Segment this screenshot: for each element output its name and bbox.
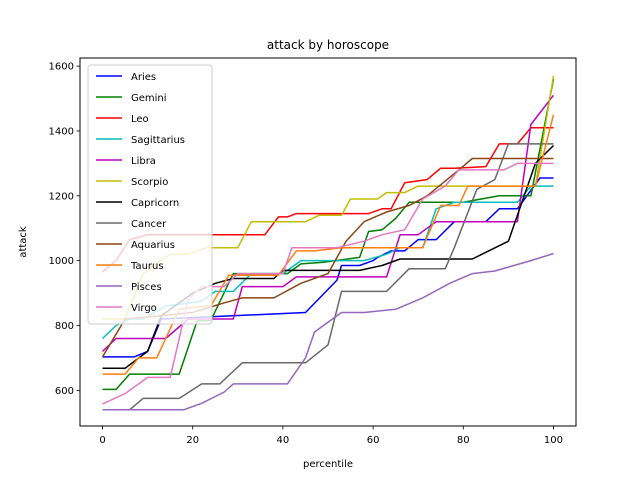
legend-label-taurus: Taurus [130, 261, 164, 272]
legend-label-libra: Libra [131, 156, 156, 167]
legend: Aries Gemini Leo Sagittarius Libra Scorpio Cap… [87, 64, 213, 325]
series-line-taurus [102, 114, 555, 375]
legend-label-scorpio: Scorpio [131, 177, 168, 188]
legend-label-capricorn: Capricorn [131, 198, 179, 209]
axis-ticks: 0 20 40 60 80 100 600 800 1000 1200 1400 1600 [49, 62, 563, 446]
x-tick-label: 0 [99, 435, 105, 446]
legend-label-gemini: Gemini [131, 93, 167, 104]
series-line-pisces [102, 252, 554, 411]
axes-frame [79, 57, 577, 427]
series-line-cancer [102, 143, 554, 411]
y-tick-label: 1000 [49, 256, 74, 267]
series-line-libra [101, 94, 555, 352]
legend-label-virgo: Virgo [131, 303, 157, 314]
legend-label-cancer: Cancer [131, 219, 167, 230]
x-axis-label: percentile [303, 459, 353, 470]
y-tick-label: 600 [55, 386, 74, 397]
x-tick-label: 100 [544, 435, 563, 446]
legend-label-leo: Leo [131, 114, 149, 125]
legend-box [87, 64, 213, 325]
y-axis-label: attack [18, 226, 29, 258]
legend-label-pisces: Pisces [131, 282, 162, 293]
series-line-virgo [102, 162, 554, 405]
y-tick-label: 1200 [49, 191, 74, 202]
x-tick-label: 40 [277, 435, 290, 446]
legend-label-sagittarius: Sagittarius [131, 135, 185, 146]
y-tick-label: 1400 [49, 126, 74, 137]
legend-label-aries: Aries [131, 72, 156, 83]
x-tick-label: 60 [367, 435, 380, 446]
x-tick-label: 80 [457, 435, 470, 446]
chart-title: attack by horoscope [267, 38, 389, 52]
y-tick-label: 800 [55, 321, 74, 332]
x-tick-label: 20 [186, 435, 199, 446]
y-tick-label: 1600 [49, 62, 74, 73]
legend-label-aquarius: Aquarius [131, 240, 175, 251]
